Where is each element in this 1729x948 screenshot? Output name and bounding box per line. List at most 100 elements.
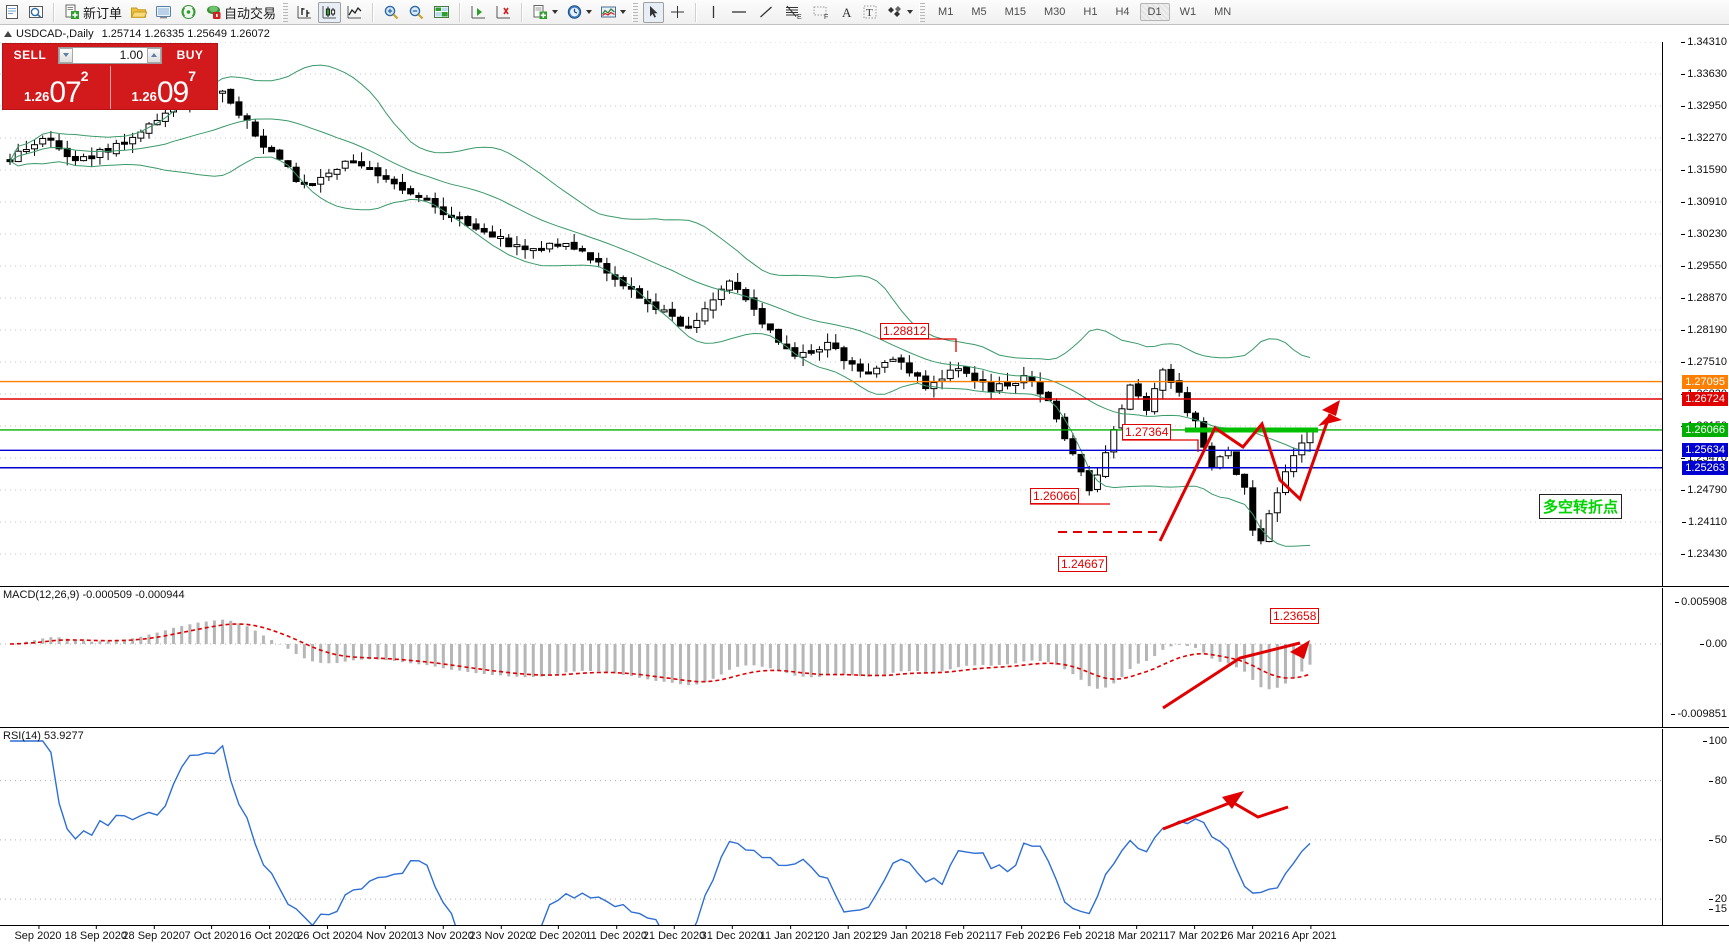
cursor-icon[interactable]: [643, 1, 665, 23]
period-clock-icon[interactable]: [563, 2, 595, 23]
new-order-button[interactable]: 新订单: [61, 2, 125, 23]
data-window-icon[interactable]: [430, 2, 453, 23]
rsi-axis[interactable]: 100 80 50 20 15: [1662, 729, 1729, 925]
chart-container[interactable]: 1.34310 1.33630 1.32950 1.32270 1.31590 1.309…: [0, 36, 1729, 925]
level-label-blue-upper[interactable]: 1.25634: [1682, 443, 1728, 458]
rsi-pane[interactable]: RSI(14) 53.9277 100 80 50 20 15: [0, 729, 1729, 925]
timeframe-m30[interactable]: M30: [1044, 6, 1066, 18]
timeframe-m5[interactable]: M5: [971, 6, 987, 18]
price-tick: 1.34310: [1681, 36, 1727, 48]
annotation-1-27364[interactable]: 1.27364: [1122, 424, 1172, 440]
toolbar-divider-4: [521, 2, 524, 22]
macd-axis[interactable]: 0.005908 0.00 -0.009851: [1662, 588, 1729, 727]
shapes-icon[interactable]: [883, 2, 916, 23]
annotation-1-24667[interactable]: 1.24667: [1058, 556, 1108, 572]
time-tick: 4 Nov 2020: [356, 925, 414, 942]
candlestick-chart-icon[interactable]: [318, 1, 342, 23]
price-tick: 1.32270: [1681, 132, 1727, 144]
time-tick: 28 Sep 2020: [122, 925, 185, 942]
toolbar-grip-2[interactable]: [632, 2, 639, 22]
channel-icon[interactable]: F: [808, 2, 834, 23]
signal-icon[interactable]: [177, 2, 200, 23]
time-axis[interactable]: Sep 2020 18 Sep 2020 28 Sep 2020 7 Oct 2020…: [0, 925, 1729, 948]
buy-price-big: 09: [156, 76, 189, 109]
market-watch-icon[interactable]: [25, 2, 47, 23]
horizontal-line-icon[interactable]: [726, 2, 752, 23]
text-icon[interactable]: A: [836, 2, 857, 23]
price-tick: 1.33630: [1681, 68, 1727, 80]
timeframe-m1[interactable]: M1: [938, 6, 954, 18]
level-label-red[interactable]: 1.26724: [1682, 391, 1728, 406]
collapse-triangle-icon[interactable]: [4, 31, 12, 37]
timeframe-m15[interactable]: M15: [1004, 6, 1026, 18]
new-chart-icon[interactable]: [1, 2, 23, 23]
crosshair-icon[interactable]: [666, 2, 689, 23]
chevron-down-icon-2[interactable]: [586, 10, 593, 14]
timeframe-h1[interactable]: H1: [1083, 6, 1098, 18]
time-tick: 8 Mar 2021: [1108, 925, 1165, 942]
price-tick: 1.32950: [1681, 100, 1727, 112]
rsi-tick: 15: [1708, 903, 1727, 915]
trendline-icon[interactable]: [754, 2, 778, 23]
toolbar-grip-3[interactable]: [919, 2, 926, 22]
rsi-tick: 100: [1702, 735, 1727, 747]
volume-increase-button[interactable]: [147, 47, 161, 63]
add-template-icon[interactable]: [529, 2, 561, 23]
macd-pane[interactable]: MACD(12,26,9) -0.000509 -0.000944 0.0059…: [0, 588, 1729, 728]
level-label-blue-lower[interactable]: 1.25263: [1682, 460, 1728, 475]
folder-icon[interactable]: [127, 2, 150, 23]
chevron-down-icon[interactable]: [552, 10, 559, 14]
auto-scroll-icon[interactable]: [492, 2, 515, 23]
macd-plot-area[interactable]: [0, 588, 1662, 727]
timeframe-mn[interactable]: MN: [1214, 6, 1232, 18]
annotation-1-28812[interactable]: 1.28812: [880, 323, 930, 339]
level-label-orange[interactable]: 1.27095: [1682, 374, 1728, 389]
annotation-1-26066[interactable]: 1.26066: [1030, 488, 1080, 504]
annotation-1-23658[interactable]: 1.23658: [1270, 608, 1320, 624]
zoom-in-icon[interactable]: [380, 2, 403, 23]
annotation-turning-point[interactable]: 多空转折点: [1539, 494, 1623, 519]
chevron-down-icon-4[interactable]: [907, 10, 914, 14]
line-chart-icon[interactable]: [343, 2, 366, 23]
rsi-plot-area[interactable]: [0, 729, 1662, 925]
volume-value[interactable]: 1.00: [119, 48, 143, 62]
macd-indicator-label: MACD(12,26,9) -0.000509 -0.000944: [3, 589, 185, 601]
sell-button[interactable]: SELL: [13, 48, 47, 62]
rsi-tick: 80: [1708, 774, 1727, 787]
buy-price[interactable]: 1.26 09 7: [111, 66, 218, 109]
auto-trading-button[interactable]: 自动交易: [202, 2, 279, 23]
price-tick: 1.31590: [1681, 164, 1727, 176]
chart-ohlc-values: 1.25714 1.26335 1.25649 1.26072: [101, 28, 270, 40]
time-tick: 17 Mar 2021: [1163, 925, 1226, 942]
bar-chart-icon[interactable]: [293, 2, 316, 23]
sell-price-big: 07: [49, 76, 81, 109]
volume-decrease-button[interactable]: [59, 47, 73, 63]
timeframe-d1[interactable]: D1: [1139, 3, 1170, 21]
toolbar-grip[interactable]: [282, 2, 289, 22]
fibonacci-icon[interactable]: E: [780, 2, 806, 23]
shift-start-icon[interactable]: [467, 2, 490, 23]
level-label-green[interactable]: 1.26066: [1682, 422, 1728, 437]
svg-text:E: E: [797, 14, 802, 20]
sell-price-sup: 2: [80, 68, 89, 84]
price-axis[interactable]: 1.34310 1.33630 1.32950 1.32270 1.31590 1.309…: [1662, 36, 1729, 586]
indicators-icon[interactable]: [597, 2, 629, 23]
text-label-icon[interactable]: T: [859, 2, 881, 23]
rsi-tick: 50: [1708, 833, 1727, 846]
buy-button[interactable]: BUY: [176, 48, 204, 62]
zoom-out-icon[interactable]: [405, 2, 428, 23]
volume-stepper[interactable]: 1.00: [58, 46, 162, 64]
timeframe-w1[interactable]: W1: [1179, 6, 1197, 18]
chevron-down-icon-3[interactable]: [620, 10, 627, 14]
price-tick: 1.24110: [1682, 516, 1727, 528]
price-chart-svg: [0, 42, 1662, 555]
toolbar-divider-5: [695, 2, 698, 22]
price-tick: 1.29550: [1681, 260, 1727, 272]
sell-price[interactable]: 1.26 07 2: [3, 66, 111, 109]
terminal-icon[interactable]: [152, 2, 175, 23]
timeframe-h4[interactable]: H4: [1115, 6, 1130, 18]
price-pane[interactable]: 1.34310 1.33630 1.32950 1.32270 1.31590 1.309…: [0, 36, 1729, 587]
new-order-label: 新订单: [83, 5, 123, 21]
price-plot-area[interactable]: [0, 42, 1662, 586]
vertical-line-icon[interactable]: [703, 2, 724, 23]
